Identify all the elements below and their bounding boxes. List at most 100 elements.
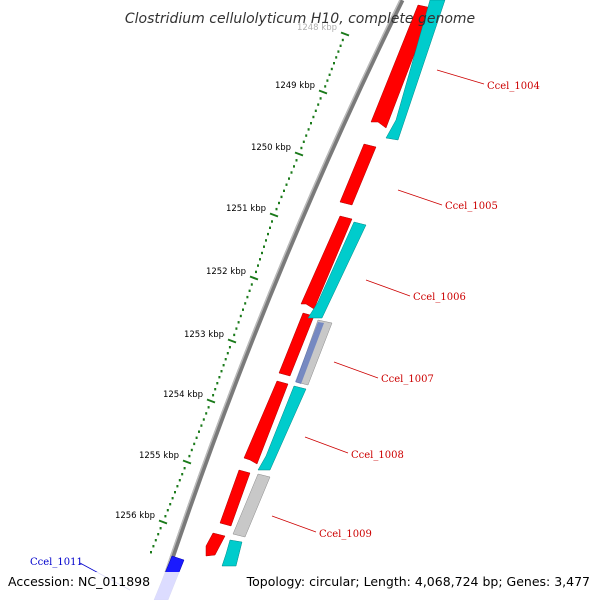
axis-minor-tick: [293, 165, 295, 168]
axis-minor-tick: [169, 503, 172, 506]
gene-label-ccel-1009[interactable]: Ccel_1009: [319, 529, 372, 540]
axis-minor-tick: [267, 232, 269, 236]
leader-ccel-1009: [271, 515, 317, 533]
axis-minor-tick: [244, 302, 247, 305]
footer-backdrop: [0, 572, 600, 600]
axis-minor-tick: [275, 207, 278, 211]
accession-text: Accession: NC_011898: [8, 574, 150, 589]
gene-arrow-ccel-1010[interactable]: [205, 532, 226, 557]
leader-ccel-1008: [304, 436, 349, 454]
axis-minor-tick: [328, 73, 331, 76]
gene-arrow-ccel-1008-reverse[interactable]: [257, 385, 307, 471]
gene-features: [153, 0, 446, 600]
gene-overlap-blue: [295, 322, 324, 384]
axis-major-tick: [227, 338, 237, 344]
axis-minor-tick: [202, 418, 205, 421]
axis-minor-tick: [157, 533, 160, 536]
map-title: Clostridium cellulolyticum H10, complete…: [125, 11, 475, 27]
axis-minor-tick: [242, 308, 244, 311]
axis-minor-tick: [314, 109, 317, 112]
gene-label-ccel-1006[interactable]: Ccel_1006: [413, 292, 466, 303]
axis-minor-tick: [295, 159, 298, 162]
axis-minor-tick: [222, 364, 225, 367]
axis-major-tick: [249, 275, 259, 281]
axis-minor-tick: [269, 226, 271, 229]
gene-arrow-ccel-1004-reverse[interactable]: [385, 0, 446, 141]
axis-minor-tick: [228, 346, 231, 349]
gene-label-ccel-1011[interactable]: Ccel_1011: [30, 557, 83, 568]
axis-minor-tick: [218, 376, 221, 379]
gene-label-ccel-1005[interactable]: Ccel_1005: [445, 201, 498, 212]
axis-minor-tick: [246, 295, 249, 299]
axis-minor-tick: [166, 509, 169, 512]
axis-minor-tick: [324, 85, 327, 88]
gene-arrow-ccel-1009-reverse[interactable]: [221, 539, 243, 567]
axis-minor-tick: [319, 97, 322, 100]
axis-minor-tick: [305, 134, 308, 137]
axis-minor-tick: [307, 128, 310, 131]
axis-major-tick: [294, 151, 304, 157]
genome-backbone: [155, 0, 405, 600]
axis-minor-tick: [283, 189, 285, 192]
axis-minor-tick: [288, 177, 290, 180]
axis-minor-tick: [190, 448, 193, 452]
axis-minor-tick: [278, 201, 280, 205]
axis-minor-tick: [171, 497, 174, 500]
axis-tick-label: 1253 kbp: [184, 330, 224, 340]
axis-minor-tick: [317, 103, 320, 106]
gene-arrow-ccel-1006[interactable]: [300, 215, 353, 310]
axis-minor-tick: [341, 38, 344, 42]
axis-minor-tick: [205, 412, 208, 415]
axis-minor-tick: [330, 67, 333, 71]
axis-minor-tick: [212, 394, 215, 397]
gene-block-ccel-1005[interactable]: [339, 143, 377, 206]
genome-backbone-shadow: [155, 0, 401, 600]
leader-ccel-1005: [397, 189, 443, 206]
axis-minor-tick: [290, 171, 293, 174]
gene-label-leaders: [79, 69, 485, 591]
axis-tick-label: 1256 kbp: [115, 511, 155, 521]
axis-minor-tick: [255, 270, 257, 274]
axis-minor-tick: [335, 56, 338, 59]
axis-minor-tick: [259, 258, 261, 261]
axis-major-tick: [269, 212, 279, 218]
axis-minor-tick: [159, 527, 162, 530]
axis-minor-tick: [154, 539, 157, 542]
axis-minor-tick: [207, 406, 210, 409]
axis-minor-tick: [195, 436, 198, 439]
axis-minor-tick: [198, 430, 200, 433]
axis-tick-label: 1252 kbp: [206, 267, 246, 277]
axis-minor-tick: [239, 314, 242, 318]
axis-major-tick: [318, 89, 328, 95]
axis-minor-tick: [280, 195, 283, 199]
axis-minor-tick: [339, 44, 342, 47]
gene-label-ccel-1007[interactable]: Ccel_1007: [381, 374, 434, 385]
axis-minor-tick: [152, 545, 155, 548]
gene-arrow-ccel-1008[interactable]: [243, 380, 289, 465]
axis-minor-tick: [302, 140, 305, 143]
axis-minor-tick: [188, 454, 191, 458]
axis-minor-tick: [248, 289, 251, 292]
axis-minor-tick: [181, 473, 184, 476]
axis-tick-label: 1249 kbp: [275, 81, 315, 91]
axis-minor-tick: [237, 321, 240, 324]
axis-minor-tick: [235, 327, 238, 330]
gene-label-ccel-1004[interactable]: Ccel_1004: [487, 81, 540, 92]
axis-tick-label: 1251 kbp: [226, 204, 266, 214]
axis-minor-tick: [150, 551, 152, 554]
axis-minor-tick: [257, 264, 259, 267]
gene-block-ccel-1009-hypothetical[interactable]: [232, 473, 271, 538]
gene-label-ccel-1008[interactable]: Ccel_1008: [351, 450, 404, 461]
axis-major-tick: [206, 398, 216, 404]
axis-tick-label: 1250 kbp: [251, 143, 291, 153]
leader-ccel-1007: [333, 361, 379, 379]
gene-labels: Ccel_1004 Ccel_1005 Ccel_1006 Ccel_1007 …: [30, 81, 540, 568]
axis-tick-label: 1255 kbp: [139, 451, 179, 461]
gene-arrow-ccel-1006-reverse[interactable]: [307, 221, 367, 319]
axis-minor-tick: [193, 442, 196, 446]
gene-block-ccel-1009[interactable]: [219, 469, 251, 527]
axis-minor-tick: [263, 245, 265, 248]
axis-minor-tick: [178, 479, 181, 482]
axis-minor-tick: [214, 388, 217, 391]
